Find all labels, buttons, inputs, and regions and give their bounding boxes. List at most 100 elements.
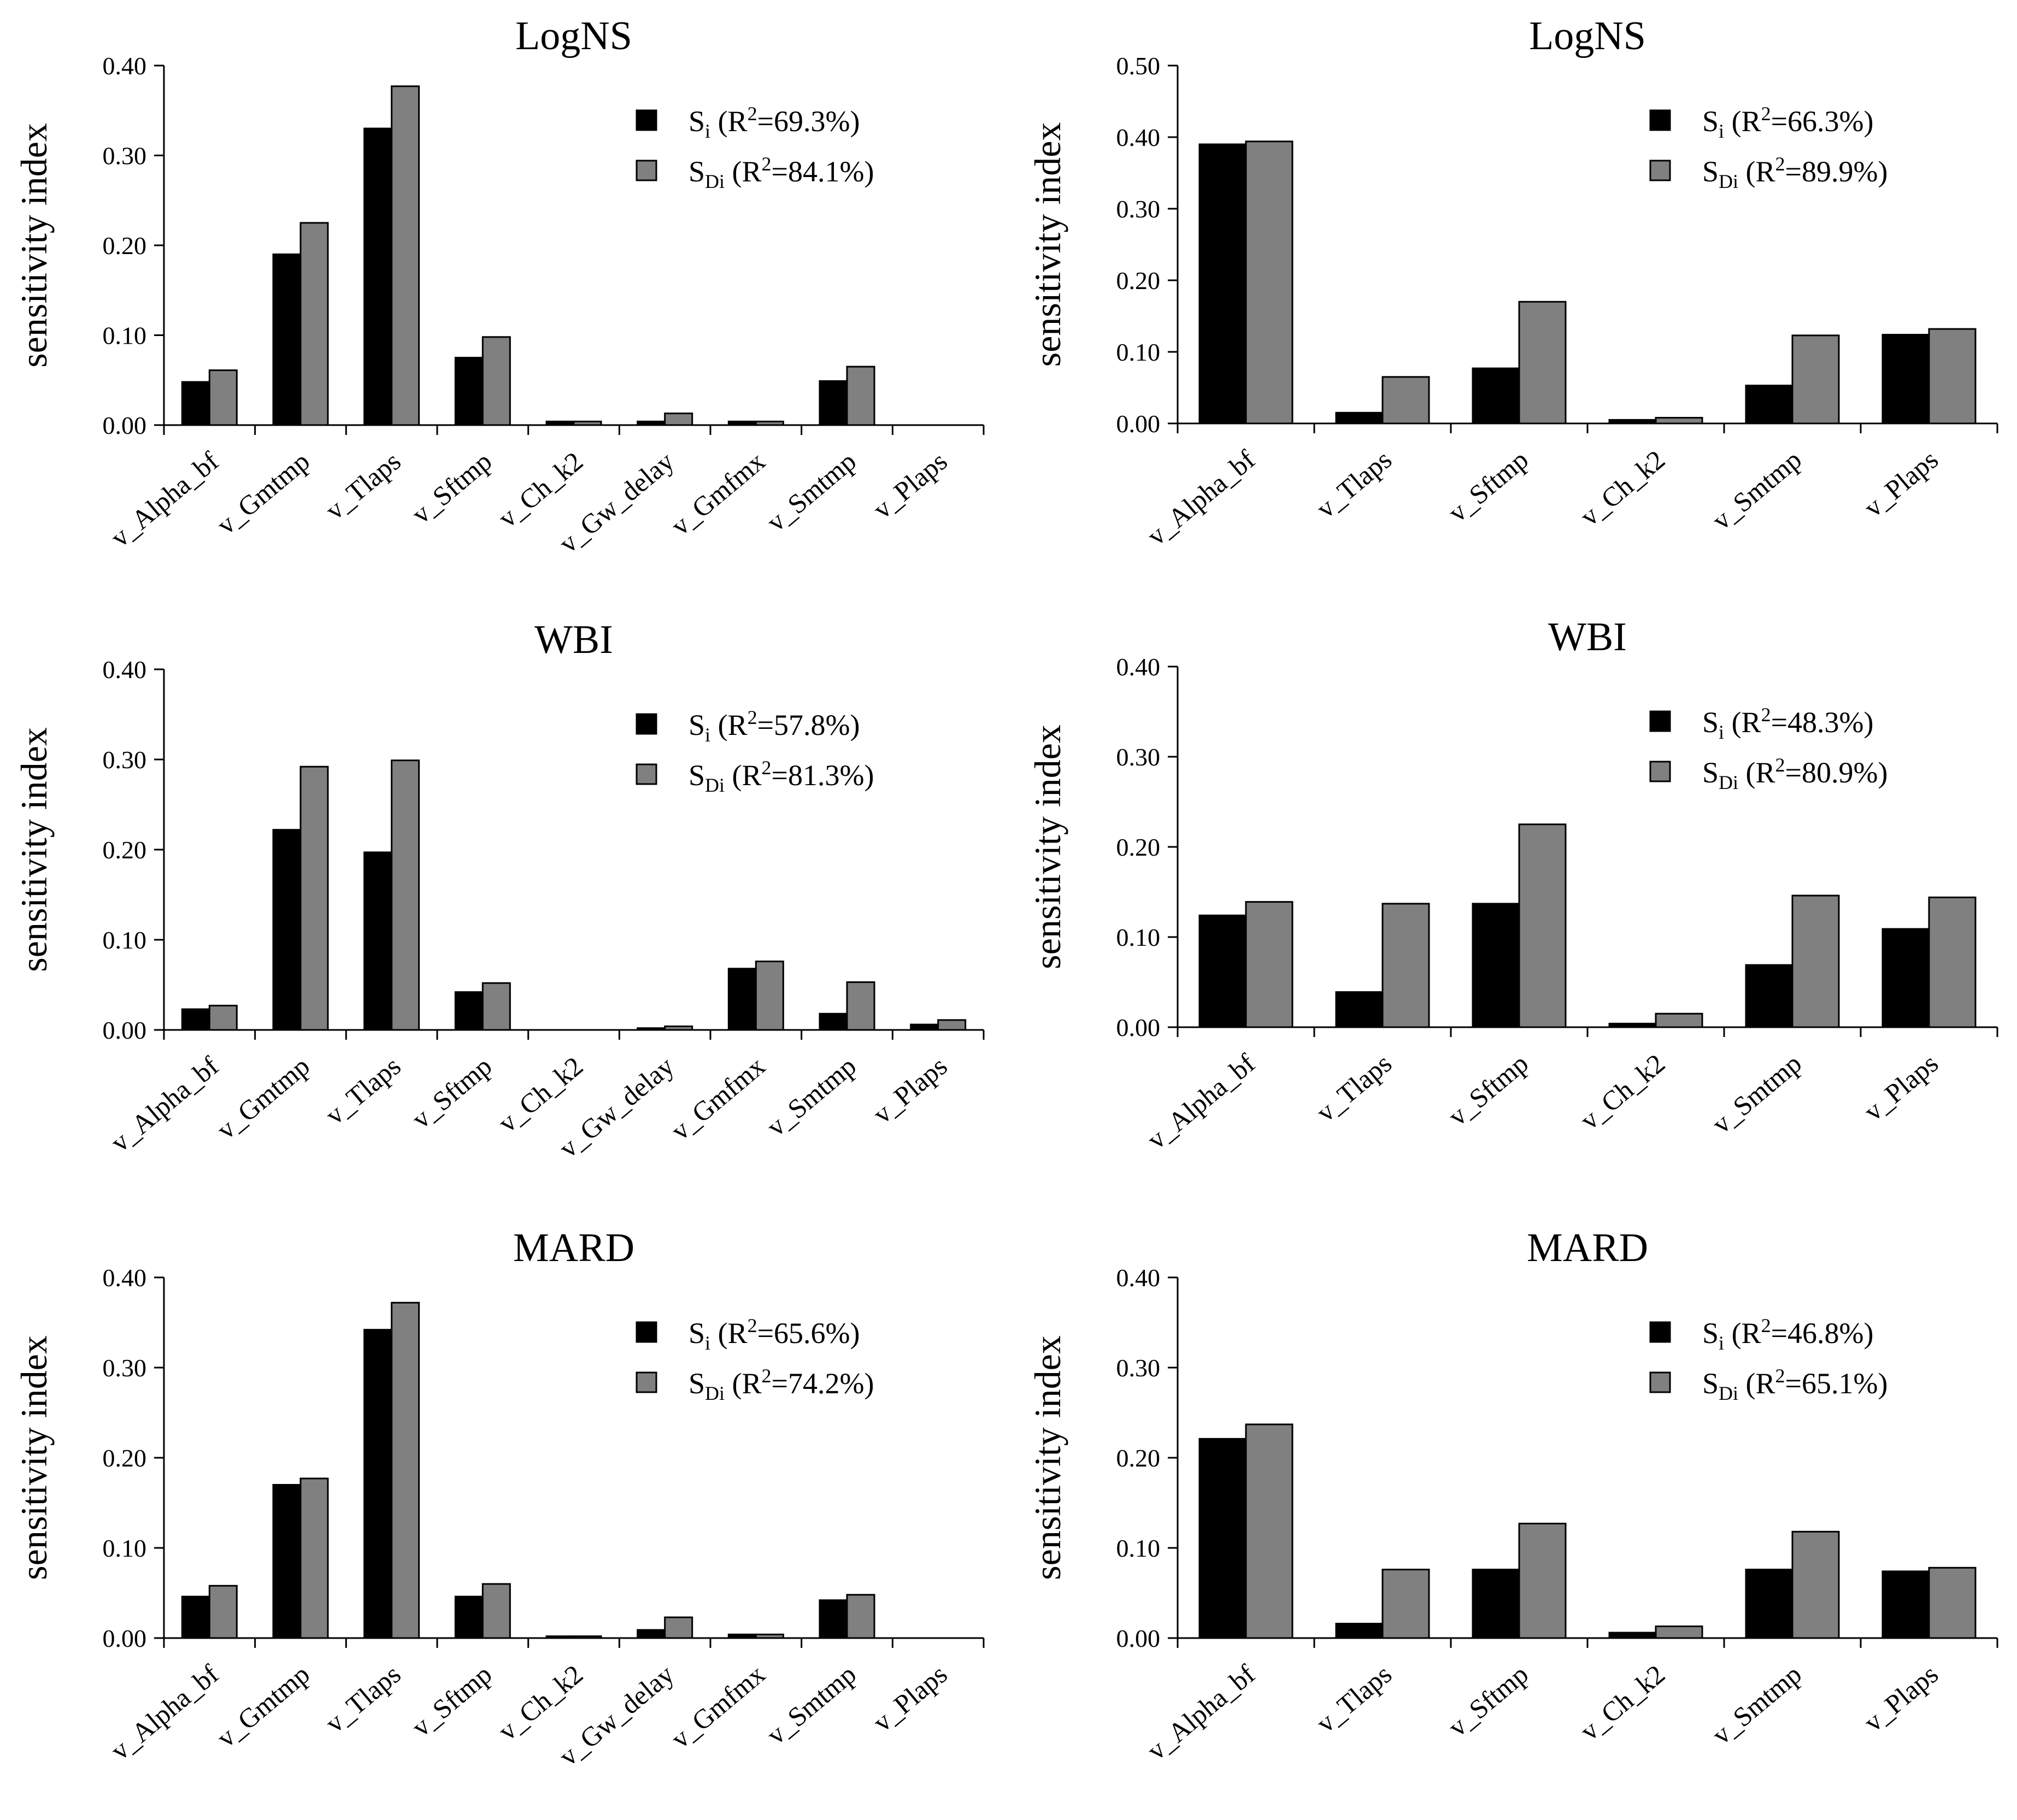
chart-panel-6: MARD sensitivity index 0.00 0.10 0.20 0.30 0.4…: [1027, 1226, 1998, 1766]
y-tick-label: 0.10: [1116, 923, 1161, 951]
bar-si-v_tlaps: [363, 127, 393, 426]
bar-si-v_sftmp: [454, 1595, 484, 1639]
bar-sdi-v_ch_k2: [1655, 1625, 1703, 1639]
legend-label-si: Si (R2=46.8%): [1702, 1315, 1873, 1354]
y-tick-label: 0.20: [103, 232, 147, 260]
y-axis-label: sensitivity index: [1027, 122, 1068, 367]
y-tick-label: 0.40: [1116, 653, 1161, 681]
bar-sdi-v_tlaps: [1381, 1569, 1430, 1639]
x-tick-label: v_Ch_k2: [1574, 1659, 1671, 1747]
y-tick-label: 0.00: [103, 411, 147, 439]
bar-si-v_tlaps: [363, 851, 393, 1031]
bar-sdi-v_alpha_bf: [208, 369, 238, 426]
bar-si-v_gw_delay: [637, 1629, 666, 1639]
chart-title: WBI: [1548, 615, 1627, 659]
bar-sdi-v_gw_delay: [664, 413, 693, 426]
x-tick-label: v_Gmfmx: [665, 1051, 771, 1146]
bar-si-v_gmfmx: [727, 1633, 757, 1639]
bar-si-v_gmfmx: [727, 968, 757, 1031]
bar-sdi-v_gmtmp: [299, 222, 329, 426]
y-axis-label: sensitivity index: [13, 123, 55, 368]
x-tick-label: v_Plaps: [1858, 1659, 1944, 1738]
legend-label-sdi: SDi (R2=84.1%): [689, 153, 874, 192]
bar-si-v_tlaps: [1335, 991, 1384, 1028]
legend-label-sdi: SDi (R2=65.1%): [1702, 1365, 1887, 1404]
bar-si-v_plaps: [1881, 928, 1930, 1028]
bar-si-v_tlaps: [363, 1329, 393, 1639]
y-tick-label: 0.30: [103, 746, 147, 774]
bar-sdi-v_gmtmp: [299, 1477, 329, 1639]
bar-sdi-v_gmtmp: [299, 765, 329, 1031]
x-tick-label: v_Gmfmx: [665, 446, 771, 541]
bar-si-v_tlaps: [1335, 1623, 1384, 1639]
x-tick-label: v_Gmtmp: [211, 446, 315, 540]
y-tick-label: 0.40: [103, 656, 147, 684]
x-tick-label: v_Ch_k2: [1574, 444, 1671, 532]
x-tick-label: v_Smtmp: [1706, 444, 1807, 536]
y-tick-label: 0.00: [103, 1016, 147, 1044]
bar-sdi-v_plaps: [937, 1019, 967, 1031]
y-tick-label: 0.40: [103, 1264, 147, 1292]
bar-sdi-v_smtmp: [846, 366, 875, 426]
x-tick-label: v_Plaps: [867, 1659, 952, 1738]
bar-sdi-v_tlaps: [1381, 903, 1430, 1028]
bar-si-v_plaps: [1881, 334, 1930, 425]
y-tick-label: 0.10: [1116, 1534, 1161, 1562]
bar-sdi-v_gmfmx: [755, 1633, 784, 1639]
y-tick-label: 0.00: [1116, 1014, 1161, 1041]
y-tick-label: 0.30: [1116, 1354, 1161, 1382]
y-tick-label: 0.10: [103, 322, 147, 350]
bar-sdi-v_ch_k2: [573, 420, 602, 426]
chart-title: MARD: [1527, 1226, 1648, 1270]
bar-sdi-v_smtmp: [1791, 1530, 1840, 1639]
bar-sdi-v_sftmp: [1518, 301, 1567, 425]
bar-si-v_tlaps: [1335, 411, 1384, 425]
legend-swatch-si: [1649, 109, 1671, 131]
x-tick-label: v_Sftmp: [1442, 1659, 1534, 1743]
bar-sdi-v_sftmp: [481, 336, 511, 426]
x-tick-label: v_Plaps: [1858, 1048, 1944, 1127]
y-tick-label: 0.30: [103, 1354, 147, 1382]
y-tick-label: 0.40: [1116, 1264, 1161, 1292]
y-tick-label: 0.20: [103, 836, 147, 864]
x-tick-label: v_Tlaps: [1310, 444, 1397, 524]
x-tick-label: v_Sftmp: [405, 446, 497, 530]
bar-si-v_alpha_bf: [181, 1595, 210, 1639]
bar-si-v_alpha_bf: [1198, 143, 1247, 425]
x-tick-label: v_Alpha_bf: [104, 445, 224, 553]
bar-sdi-v_alpha_bf: [1245, 1423, 1293, 1639]
x-tick-label: v_Plaps: [867, 446, 952, 525]
y-tick-label: 0.20: [103, 1444, 147, 1472]
legend-label-si: Si (R2=69.3%): [689, 103, 860, 142]
legend-swatch-si: [636, 713, 657, 735]
bar-sdi-v_plaps: [1928, 1566, 1977, 1639]
bar-si-v_smtmp: [1745, 1569, 1793, 1639]
x-tick-label: v_Plaps: [867, 1051, 952, 1130]
legend-swatch-sdi: [636, 160, 657, 181]
bar-sdi-v_alpha_bf: [1245, 901, 1293, 1028]
bar-sdi-v_gmfmx: [755, 961, 784, 1031]
y-tick-label: 0.10: [1116, 338, 1161, 366]
y-tick-label: 0.00: [1116, 1624, 1161, 1652]
x-tick-label: v_Gmtmp: [211, 1659, 315, 1753]
bar-si-v_alpha_bf: [181, 1008, 210, 1031]
bar-sdi-v_ch_k2: [1655, 1012, 1703, 1028]
legend-swatch-sdi: [1649, 160, 1671, 181]
y-tick-label: 0.40: [1116, 123, 1161, 151]
legend-label-sdi: SDi (R2=80.9%): [1702, 754, 1887, 793]
x-tick-label: v_Tlaps: [319, 446, 406, 526]
y-tick-label: 0.00: [1116, 410, 1161, 438]
legend-swatch-si: [1649, 1321, 1671, 1343]
chart-panel-4: WBI sensitivity index 0.00 0.10 0.20 0.30 0.40…: [1027, 615, 1998, 1155]
bar-si-v_sftmp: [1472, 367, 1520, 425]
x-tick-label: v_Smtmp: [761, 1051, 862, 1142]
bar-si-v_ch_k2: [1608, 1631, 1657, 1639]
y-tick-label: 0.30: [103, 142, 147, 170]
legend-swatch-sdi: [1649, 1371, 1671, 1393]
x-tick-label: v_Alpha_bf: [1141, 444, 1261, 551]
x-tick-label: v_Tlaps: [319, 1659, 406, 1739]
bar-si-v_smtmp: [1745, 385, 1793, 425]
x-tick-label: v_Tlaps: [1310, 1048, 1397, 1128]
x-tick-label: v_Sftmp: [405, 1659, 497, 1743]
x-tick-label: v_Alpha_bf: [1141, 1658, 1261, 1766]
